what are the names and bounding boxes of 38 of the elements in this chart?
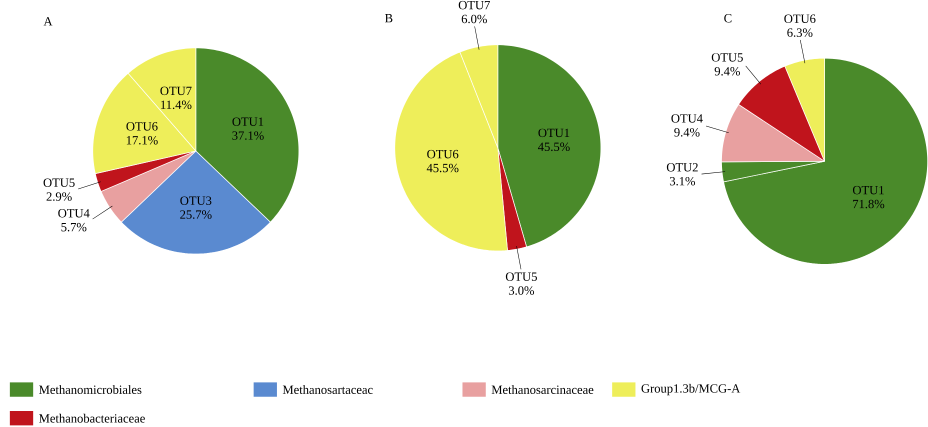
data-label: 45.5% xyxy=(426,164,458,172)
slice-label: OTU1 xyxy=(538,128,570,138)
data-label: 11.4% xyxy=(161,100,192,109)
data-label: 6.0% xyxy=(462,14,487,24)
slice-label: OTU7 xyxy=(458,0,490,10)
data-label: 2.9% xyxy=(46,192,72,201)
slice-label: OTU6 xyxy=(784,14,816,23)
chart-title: C xyxy=(724,14,732,22)
legend-label: Methanomicrobiales xyxy=(39,385,142,394)
slice-label: OTU5 xyxy=(712,53,743,62)
legend-label: Methanosarcinaceae xyxy=(492,385,594,394)
data-label: 9.4% xyxy=(714,66,740,76)
slice-label: OTU5 xyxy=(44,178,75,187)
legend-label: Methanobacteriaceae xyxy=(39,414,145,423)
legend-label: Group1.3b/MCG-A xyxy=(642,384,740,396)
data-label: 37.1% xyxy=(232,131,264,140)
data-label: 71.8% xyxy=(853,200,884,208)
slice-label: OTU1 xyxy=(852,186,884,194)
slice-label: OTU3 xyxy=(180,196,212,205)
data-label: 17.1% xyxy=(126,136,158,144)
slice-label: OTU7 xyxy=(160,86,192,96)
data-label: 25.7% xyxy=(180,210,212,219)
data-label: 6.3% xyxy=(787,28,812,37)
data-label: 3.1% xyxy=(670,176,696,186)
slice-label: OTU1 xyxy=(232,117,264,126)
data-label: 5.7% xyxy=(61,222,86,232)
slice-label: OTU4 xyxy=(58,208,90,218)
data-label: 45.5% xyxy=(538,142,570,151)
slice-label: OTU5 xyxy=(506,272,537,281)
text: B xyxy=(385,14,392,22)
data-label: 9.4% xyxy=(674,128,700,137)
slice-label: OTU6 xyxy=(126,122,158,130)
chart-title: A xyxy=(44,17,52,26)
data-label: 3.0% xyxy=(508,286,534,295)
legend-label: Methanosartaceac xyxy=(282,385,373,394)
slice-label: OTU2 xyxy=(666,163,698,172)
slice-label: OTU6 xyxy=(427,150,458,158)
slice-label: OTU4 xyxy=(671,114,703,123)
